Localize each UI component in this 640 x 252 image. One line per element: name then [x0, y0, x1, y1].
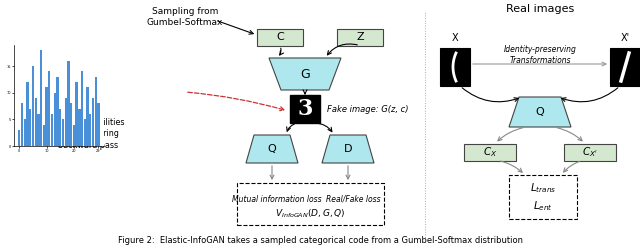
- Text: X: X: [452, 33, 458, 43]
- Text: Q: Q: [268, 144, 276, 154]
- FancyBboxPatch shape: [564, 143, 616, 161]
- Text: $L_{ent}$: $L_{ent}$: [533, 199, 553, 213]
- Text: Sampling from
Gumbel-Softmax: Sampling from Gumbel-Softmax: [147, 7, 223, 27]
- Bar: [48, 72, 51, 146]
- Bar: [18, 130, 20, 146]
- Bar: [32, 66, 34, 146]
- Bar: [65, 98, 67, 146]
- Bar: [40, 50, 42, 146]
- Bar: [92, 98, 94, 146]
- FancyBboxPatch shape: [440, 48, 470, 86]
- Text: C: C: [276, 32, 284, 42]
- Text: $C_X$: $C_X$: [483, 145, 497, 159]
- Bar: [95, 77, 97, 146]
- Text: Mutual information loss: Mutual information loss: [232, 195, 322, 204]
- Bar: [54, 93, 56, 146]
- Text: $V_{InfoGAN}(D, G, Q)$: $V_{InfoGAN}(D, G, Q)$: [275, 208, 346, 220]
- Bar: [76, 82, 78, 146]
- Text: Real images: Real images: [506, 4, 574, 14]
- Bar: [81, 72, 83, 146]
- Text: Figure 2:  Elastic-InfoGAN takes a sampled categorical code from a Gumbel-Softma: Figure 2: Elastic-InfoGAN takes a sample…: [118, 236, 522, 245]
- Bar: [73, 125, 75, 146]
- Text: $C_{X'}$: $C_{X'}$: [582, 145, 598, 159]
- Polygon shape: [246, 135, 298, 163]
- Bar: [37, 114, 40, 146]
- Bar: [70, 104, 72, 146]
- Bar: [43, 125, 45, 146]
- Bar: [24, 119, 26, 146]
- Bar: [45, 87, 48, 146]
- Text: 3: 3: [298, 98, 313, 120]
- Text: Class probabilities
updated during
backward pass: Class probabilities updated during backw…: [51, 118, 125, 150]
- Text: Fake image: G(z, c): Fake image: G(z, c): [327, 105, 408, 113]
- Bar: [62, 119, 64, 146]
- FancyBboxPatch shape: [257, 28, 303, 46]
- Polygon shape: [269, 58, 341, 90]
- Text: D: D: [344, 144, 352, 154]
- Bar: [86, 87, 89, 146]
- Text: Q: Q: [536, 107, 545, 117]
- Bar: [29, 109, 31, 146]
- FancyBboxPatch shape: [610, 48, 640, 86]
- Text: X': X': [620, 33, 630, 43]
- Text: Z: Z: [356, 32, 364, 42]
- FancyBboxPatch shape: [337, 28, 383, 46]
- FancyBboxPatch shape: [464, 143, 516, 161]
- Bar: [84, 119, 86, 146]
- Polygon shape: [322, 135, 374, 163]
- Bar: [89, 114, 92, 146]
- Bar: [59, 109, 61, 146]
- Bar: [97, 104, 100, 146]
- Text: G: G: [300, 68, 310, 80]
- Bar: [56, 77, 59, 146]
- Bar: [21, 104, 23, 146]
- FancyBboxPatch shape: [237, 183, 384, 225]
- FancyBboxPatch shape: [509, 175, 577, 219]
- Text: Identity-preserving
Transformations: Identity-preserving Transformations: [504, 45, 577, 65]
- FancyBboxPatch shape: [290, 95, 320, 123]
- Bar: [35, 98, 37, 146]
- Polygon shape: [509, 97, 571, 127]
- Bar: [51, 114, 53, 146]
- Text: Real/Fake loss: Real/Fake loss: [326, 195, 380, 204]
- Bar: [78, 109, 81, 146]
- Bar: [67, 61, 70, 146]
- Text: $L_{trans}$: $L_{trans}$: [530, 181, 556, 195]
- Bar: [26, 82, 29, 146]
